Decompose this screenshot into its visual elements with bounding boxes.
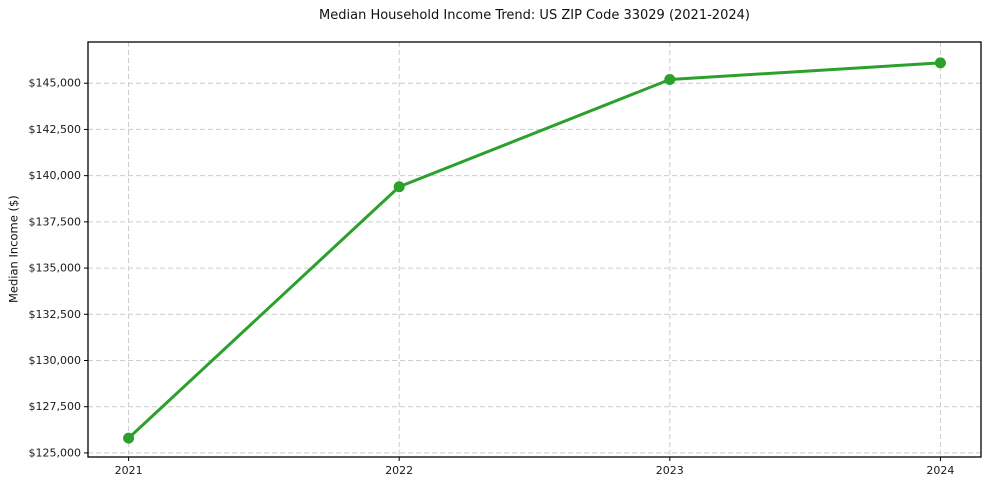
y-tick-label: $142,500 [29,123,82,136]
data-point-marker [934,57,946,69]
plot-border [87,41,982,458]
x-tick-label: 2022 [385,464,413,477]
x-tick-label: 2024 [926,464,954,477]
data-point-marker [664,74,676,86]
y-tick-label: $135,000 [29,262,82,275]
y-tick-label: $127,500 [29,400,82,413]
data-point-marker [123,432,135,444]
y-tick-label: $137,500 [29,215,82,228]
data-point-marker [393,181,405,193]
y-tick-label: $145,000 [29,77,82,90]
y-tick-label: $140,000 [29,169,82,182]
x-tick-label: 2021 [115,464,143,477]
y-tick-label: $132,500 [29,308,82,321]
y-tick-label: $130,000 [29,354,82,367]
x-tick-label: 2023 [656,464,684,477]
income-trend-line [127,61,942,440]
y-tick-label: $125,000 [29,446,82,459]
chart-title: Median Household Income Trend: US ZIP Co… [319,8,750,23]
